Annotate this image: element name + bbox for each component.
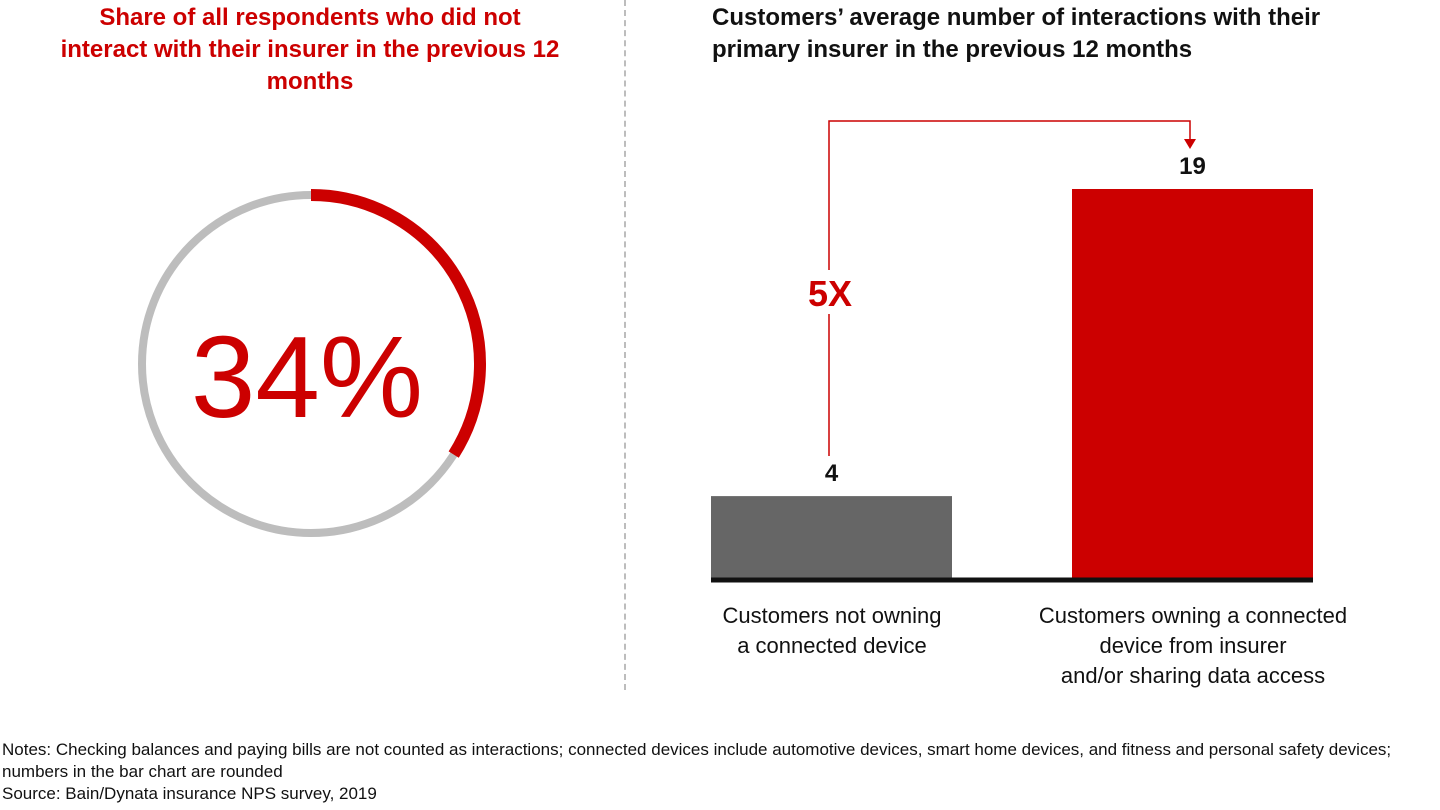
comparison-arrowhead: [1184, 139, 1196, 149]
chart-title: Customers’ average number of interaction…: [712, 4, 1321, 63]
bar-1: [1072, 189, 1313, 578]
donut-value-label: 34%: [191, 312, 423, 442]
bar-value-label-1: 19: [1179, 153, 1206, 180]
bar-chart: 4 19: [711, 153, 1313, 578]
footer-notes: Notes: Checking balances and paying bill…: [2, 739, 1438, 805]
annotation-backdrop: [800, 270, 860, 314]
notes-text: Notes: Checking balances and paying bill…: [2, 740, 1392, 781]
section-divider: [624, 0, 626, 690]
source-text: Source: Bain/Dynata insurance NPS survey…: [2, 784, 377, 803]
donut-title: Share of all respondents who did not int…: [60, 4, 560, 95]
category-label-connected-device: Customers owning a connected device from…: [1038, 603, 1348, 688]
bar-0: [711, 496, 952, 578]
donut-highlight-arc: [310, 189, 486, 458]
comparison-annotation: 5X: [808, 273, 852, 314]
bar-value-label-0: 4: [825, 460, 839, 487]
category-label-no-device: Customers not owning a connected device: [722, 603, 942, 658]
